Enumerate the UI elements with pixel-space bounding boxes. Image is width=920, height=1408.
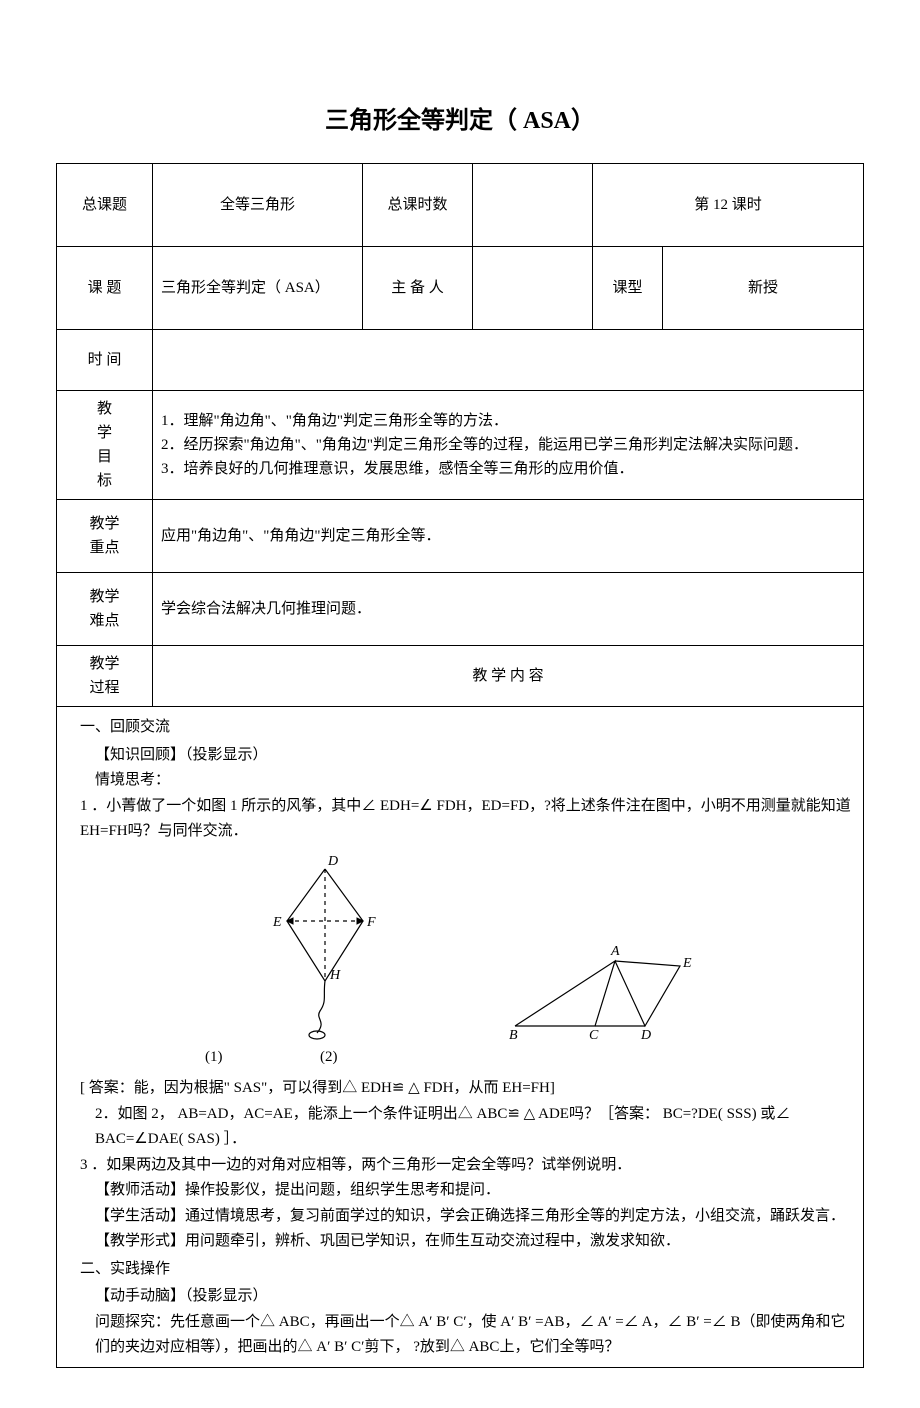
question-3: 3 ．如果两边及其中一边的对角对应相等，两个三角形一定会全等吗？试举例说明． [80, 1153, 855, 1179]
cell-difficulty-label: 教学 难点 [57, 573, 153, 646]
cell-main-preparer [473, 247, 593, 330]
cell-time [153, 330, 864, 391]
scenario-heading: 情境思考： [95, 768, 855, 794]
cell-lesson-type-label: 课型 [593, 247, 663, 330]
table-row: 时 间 [57, 330, 864, 391]
cell-goals: 1．理解"角边角"、"角角边"判定三角形全等的方法． 2．经历探索"角边角"、"… [153, 391, 864, 500]
student-activity: 【学生活动】通过情境思考，复习前面学过的知识，学会正确选择三角形全等的判定方法，… [65, 1204, 855, 1230]
page-title: 三角形全等判定（ ASA） [56, 100, 864, 135]
cell-time-label: 时 间 [57, 330, 153, 391]
teaching-form: 【教学形式】用问题牵引，辨析、巩固已学知识，在师生互动交流过程中，激发求知欲． [95, 1229, 855, 1255]
table-row: 课 题 三角形全等判定（ ASA） 主 备 人 课型 新授 [57, 247, 864, 330]
knowledge-review-heading: 【知识回顾】（投影显示） [95, 743, 855, 769]
cell-main-preparer-label: 主 备 人 [363, 247, 473, 330]
cell-period: 第 12 课时 [593, 164, 864, 247]
cell-lesson-type: 新授 [663, 247, 864, 330]
fig2-label-e: E [682, 956, 692, 971]
fig1-label-f: F [366, 915, 376, 930]
fig1-label-h: H [329, 968, 341, 983]
goals-label-text: 教 学 目 标 [97, 401, 112, 489]
fig1-label-e: E [272, 915, 282, 930]
cell-overall-topic-label: 总课题 [57, 164, 153, 247]
section-2-title: 二、实践操作 [80, 1257, 855, 1283]
figure-numbers: (1) (2) [65, 1045, 855, 1071]
fig1-label-d: D [327, 854, 338, 869]
cell-total-hours-label: 总课时数 [363, 164, 473, 247]
figure-1-kite: D E F H [265, 851, 385, 1041]
table-row: 一、回顾交流 【知识回顾】（投影显示） 情境思考： 1 ．小菁做了一个如图 1 … [57, 707, 864, 1368]
goals-text: 1．理解"角边角"、"角角边"判定三角形全等的方法． 2．经历探索"角边角"、"… [161, 413, 808, 477]
teacher-activity: 【教师活动】操作投影仪，提出问题，组织学生思考和提问． [95, 1178, 855, 1204]
question-1: 1 ．小菁做了一个如图 1 所示的风筝，其中∠ EDH=∠ FDH，ED=FD，… [80, 794, 855, 845]
table-row: 总课题 全等三角形 总课时数 第 12 课时 [57, 164, 864, 247]
hands-on-heading: 【动手动脑】（投影显示） [95, 1284, 855, 1310]
cell-content-header: 教 学 内 容 [153, 646, 864, 707]
cell-difficulty: 学会综合法解决几何推理问题． [153, 573, 864, 646]
section-1-title: 一、回顾交流 [80, 715, 855, 741]
lesson-table: 总课题 全等三角形 总课时数 第 12 课时 课 题 三角形全等判定（ ASA）… [56, 163, 864, 1368]
cell-goals-label: 教 学 目 标 [57, 391, 153, 500]
cell-lesson-title: 三角形全等判定（ ASA） [153, 247, 363, 330]
fig2-label-b: B [509, 1028, 518, 1041]
question-2: 2．如图 2， AB=AD，AC=AE，能添上一个条件证明出△ ABC≌ △ A… [95, 1102, 855, 1153]
answer-1: [ 答案：能，因为根据" SAS"，可以得到△ EDH≌ △ FDH，从而 EH… [80, 1076, 855, 1102]
fig2-label-d: D [640, 1028, 651, 1041]
cell-total-hours [473, 164, 593, 247]
cell-keypoint-label: 教学 重点 [57, 500, 153, 573]
cell-process-label: 教学 过程 [57, 646, 153, 707]
fig2-label-a: A [610, 944, 620, 959]
cell-overall-topic: 全等三角形 [153, 164, 363, 247]
table-row: 教学 重点 应用"角边角"、"角角边"判定三角形全等． [57, 500, 864, 573]
cell-teaching-content: 一、回顾交流 【知识回顾】（投影显示） 情境思考： 1 ．小菁做了一个如图 1 … [57, 707, 864, 1368]
figure-2-triangles: A B C D E [505, 931, 695, 1041]
keypoint-label-text: 教学 重点 [89, 516, 119, 556]
cell-keypoint: 应用"角边角"、"角角边"判定三角形全等． [153, 500, 864, 573]
cell-lesson-title-label: 课 题 [57, 247, 153, 330]
fig2-label-c: C [589, 1028, 599, 1041]
difficulty-label-text: 教学 难点 [89, 589, 119, 629]
table-row: 教学 过程 教 学 内 容 [57, 646, 864, 707]
question-4: 问题探究：先任意画一个△ ABC，再画出一个△ A′ B′ C′，使 A′ B′… [95, 1310, 855, 1361]
table-row: 教学 难点 学会综合法解决几何推理问题． [57, 573, 864, 646]
table-row: 教 学 目 标 1．理解"角边角"、"角角边"判定三角形全等的方法． 2．经历探… [57, 391, 864, 500]
process-label-text: 教学 过程 [89, 656, 119, 696]
